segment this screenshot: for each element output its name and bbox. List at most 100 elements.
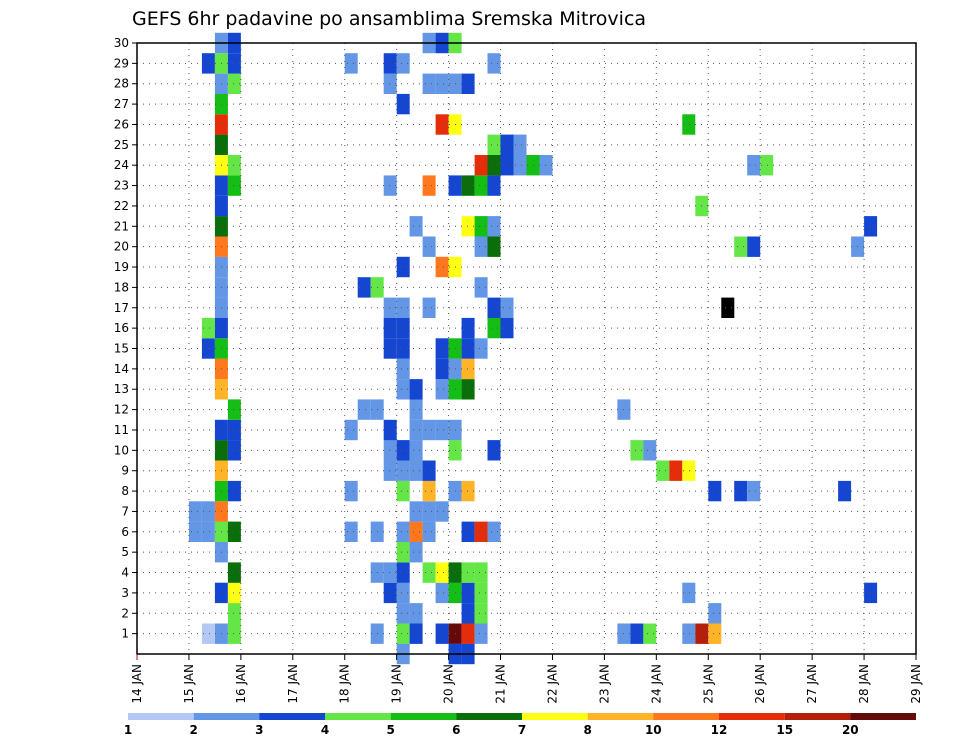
precip-cell [435, 379, 449, 400]
precip-cell [461, 73, 475, 94]
precip-cell [227, 562, 241, 583]
precip-cell [435, 501, 449, 522]
y-tick-label: 20 [114, 240, 129, 254]
precip-cell [734, 236, 748, 257]
precip-cell [396, 562, 410, 583]
x-tick-label: 24 JAN [649, 664, 663, 704]
y-tick-label: 1 [121, 627, 129, 641]
precip-cell [188, 501, 202, 522]
precip-cell [461, 216, 475, 237]
precip-cell [409, 216, 423, 237]
y-tick-label: 14 [114, 362, 129, 376]
x-tick-label: 23 JAN [597, 664, 611, 704]
legend-swatch [325, 713, 391, 720]
precip-cell [396, 521, 410, 542]
legend-label: 6 [452, 723, 460, 737]
precip-cell [396, 582, 410, 604]
precip-cell [474, 521, 488, 542]
precip-cell [227, 603, 241, 624]
x-axis: 14 JAN 15 JAN 16 JAN 17 JAN 18 JAN 19 JAN 20 J… [130, 654, 923, 704]
legend-label: 15 [776, 723, 793, 737]
precip-cell [227, 155, 241, 176]
precip-cell [396, 53, 410, 74]
precip-cell [422, 297, 436, 318]
y-tick-label: 17 [114, 301, 129, 315]
precip-cell [422, 521, 436, 542]
y-tick-label: 7 [121, 504, 129, 518]
y-tick-label: 21 [114, 219, 129, 233]
legend-swatch [784, 713, 851, 720]
x-tick-label: 22 JAN [545, 664, 559, 704]
x-tick-label: 21 JAN [494, 664, 508, 704]
legend-swatch [587, 713, 654, 720]
y-tick-label: 26 [114, 117, 129, 131]
legend-label: 10 [645, 723, 662, 737]
y-tick-label: 24 [114, 158, 129, 172]
precip-cell [474, 216, 488, 237]
y-tick-label: 23 [114, 179, 129, 193]
precip-cell [461, 562, 475, 583]
precip-cell [383, 338, 397, 359]
precip-cell [864, 216, 878, 237]
precip-cell [487, 175, 501, 196]
precip-cell [682, 460, 696, 481]
precip-cell [383, 317, 397, 339]
y-tick-label: 18 [114, 280, 129, 294]
precip-cell [643, 440, 657, 461]
x-tick-label: 29 JAN [909, 664, 923, 704]
precip-cell [383, 73, 397, 94]
precip-cell [383, 175, 397, 196]
precip-cell [487, 521, 501, 542]
x-tick-label: 18 JAN [338, 664, 352, 704]
precip-cell [357, 399, 371, 420]
precip-cell [708, 480, 722, 502]
precip-cell [201, 338, 215, 359]
y-tick-label: 25 [114, 138, 129, 152]
precip-cell [383, 419, 397, 441]
precip-cell [474, 277, 488, 298]
x-tick-label: 28 JAN [857, 664, 871, 704]
precip-cell [474, 603, 488, 624]
precip-cell [422, 73, 436, 94]
legend-label: 1 [124, 723, 132, 737]
precip-cell [682, 582, 696, 604]
legend-label: 8 [584, 723, 592, 737]
y-tick-label: 30 [114, 36, 129, 50]
precip-cell [409, 440, 423, 461]
precip-cell [461, 379, 475, 400]
precip-cell [747, 480, 761, 502]
precip-cell [422, 175, 436, 196]
legend-swatch [522, 713, 588, 720]
y-tick-label: 29 [114, 56, 129, 70]
precip-cell [409, 419, 423, 441]
precip-cell [669, 460, 683, 481]
precip-cell [396, 603, 410, 624]
precip-cell [474, 562, 488, 583]
precip-cell [630, 623, 644, 644]
precip-cell [747, 155, 761, 176]
y-tick-label: 5 [121, 545, 129, 559]
precip-cell [344, 53, 358, 74]
precip-cell [396, 317, 410, 339]
precip-cell [487, 155, 501, 176]
precip-cell [227, 623, 241, 644]
legend-swatch [128, 713, 194, 720]
precip-cell [500, 134, 514, 155]
precip-cell [461, 175, 475, 196]
precip-cell [396, 542, 410, 563]
precip-cell [435, 358, 449, 380]
precip-cell [227, 582, 241, 604]
precip-cell [396, 256, 410, 278]
x-tick-label: 17 JAN [286, 664, 300, 704]
legend-swatch [850, 713, 916, 720]
precip-cell [227, 73, 241, 94]
precip-cell [461, 480, 475, 502]
precip-cell [461, 358, 475, 380]
precip-cell [487, 216, 501, 237]
legend-label: 4 [321, 723, 329, 737]
precip-cell [383, 53, 397, 74]
precip-cell [513, 134, 527, 155]
precip-cell [227, 53, 241, 74]
x-tick-label: 20 JAN [442, 664, 456, 704]
